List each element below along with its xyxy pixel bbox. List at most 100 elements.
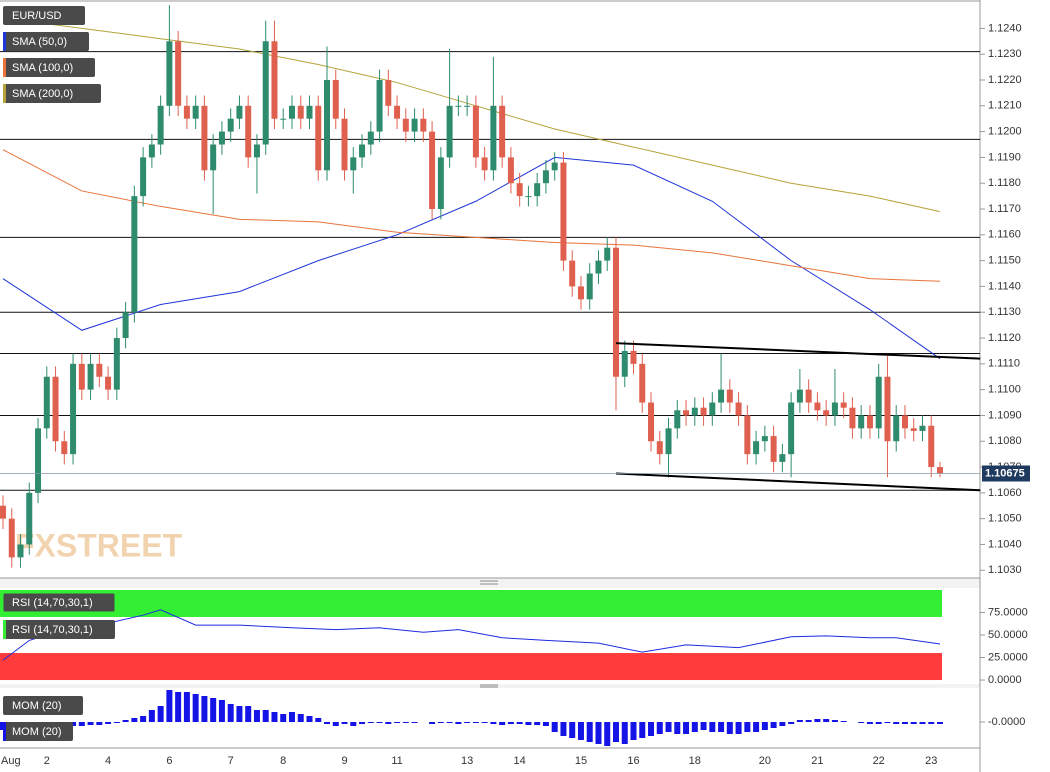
candle-body xyxy=(656,441,663,455)
candle-body xyxy=(674,410,681,429)
bar xyxy=(262,710,269,722)
line-series xyxy=(2,609,941,661)
candle-body xyxy=(350,157,357,171)
y-tick-label: 1.1100 xyxy=(988,384,1021,396)
candle-body xyxy=(726,389,733,403)
y-tick-label: 1.1140 xyxy=(988,280,1021,292)
candle-body xyxy=(446,105,453,158)
legend-box xyxy=(3,722,73,741)
bar xyxy=(910,722,917,724)
bar xyxy=(245,706,252,722)
bar xyxy=(315,718,322,722)
bar xyxy=(595,722,602,744)
candle-body xyxy=(253,144,260,158)
candle-body xyxy=(411,118,418,132)
legend-label: EUR/USD xyxy=(12,10,62,22)
bar xyxy=(796,720,803,722)
candle-body xyxy=(901,415,908,429)
candle-body xyxy=(61,441,68,455)
y-tick-label: 1.1110 xyxy=(988,358,1020,370)
candle-body xyxy=(35,428,42,493)
bar xyxy=(770,722,777,728)
bar xyxy=(858,722,865,723)
bar xyxy=(831,720,838,722)
bar xyxy=(735,722,742,734)
candle-body xyxy=(507,157,514,184)
y-tick-label: 1.1030 xyxy=(988,564,1022,576)
bar xyxy=(332,722,339,726)
candle-body xyxy=(324,79,331,171)
candle-body xyxy=(96,363,103,377)
bar xyxy=(577,722,584,740)
bar xyxy=(183,692,190,722)
candle-body xyxy=(875,376,882,429)
y-tick-label: 25.0000 xyxy=(988,651,1028,663)
bar xyxy=(455,722,462,724)
bar xyxy=(437,722,444,723)
x-tick-label: 4 xyxy=(105,755,111,767)
legend-label: MOM (20) xyxy=(12,726,62,738)
x-tick-label: 11 xyxy=(391,755,402,767)
x-tick-label: 15 xyxy=(575,755,587,767)
bar xyxy=(385,722,392,724)
candle-body xyxy=(437,157,444,210)
bar xyxy=(411,722,418,723)
legend-box xyxy=(3,58,95,77)
x-tick-label: 6 xyxy=(166,755,172,767)
bar xyxy=(472,722,479,723)
candle-body xyxy=(683,410,690,416)
y-tick-label: 1.1050 xyxy=(988,513,1022,525)
candle-body xyxy=(113,338,120,390)
bar xyxy=(192,694,199,722)
bar xyxy=(700,722,707,730)
x-tick-label: 22 xyxy=(873,755,885,767)
candle-body xyxy=(840,402,847,408)
candle-body xyxy=(78,363,85,390)
candle-body xyxy=(796,389,803,403)
candle-body xyxy=(70,363,77,455)
bar xyxy=(70,722,77,726)
candle-body xyxy=(148,144,155,158)
candle-body xyxy=(604,247,611,261)
trendline xyxy=(615,342,981,360)
y-tick-label: 1.1180 xyxy=(988,177,1021,189)
last-price-box xyxy=(982,465,1030,482)
candle-body xyxy=(534,183,541,197)
candle-body xyxy=(26,492,33,545)
candle-body xyxy=(770,436,777,462)
y-tick-label: 1.1190 xyxy=(988,151,1021,163)
candle-body xyxy=(227,118,234,132)
candle-body xyxy=(910,428,917,431)
candle-body xyxy=(612,247,619,377)
candle-body xyxy=(210,144,217,171)
bar xyxy=(761,722,768,730)
bar xyxy=(919,722,926,724)
candle-body xyxy=(52,376,59,442)
bar xyxy=(122,720,129,722)
bar xyxy=(324,722,331,724)
bar xyxy=(288,712,295,722)
candle-body xyxy=(288,105,295,119)
bar xyxy=(805,720,812,722)
bar xyxy=(157,706,164,722)
bar xyxy=(779,722,786,726)
candle-body xyxy=(157,105,164,145)
candle-body xyxy=(709,402,716,416)
candle-body xyxy=(166,41,173,106)
legend-label: MOM (20) xyxy=(12,700,62,712)
y-tick-label: 1.1060 xyxy=(988,487,1022,499)
bar xyxy=(901,722,908,724)
candle-body xyxy=(928,425,935,468)
candle-body xyxy=(332,79,339,119)
legend-box xyxy=(3,696,83,715)
bar xyxy=(516,722,523,724)
bar xyxy=(350,722,357,726)
bar xyxy=(402,722,409,723)
candle-body xyxy=(472,105,479,158)
y-tick-label: 1.1080 xyxy=(988,435,1022,447)
bar xyxy=(937,722,943,724)
candle-body xyxy=(43,376,50,429)
x-tick-label: 7 xyxy=(228,755,234,767)
candle-body xyxy=(937,467,943,474)
bar xyxy=(490,722,497,724)
